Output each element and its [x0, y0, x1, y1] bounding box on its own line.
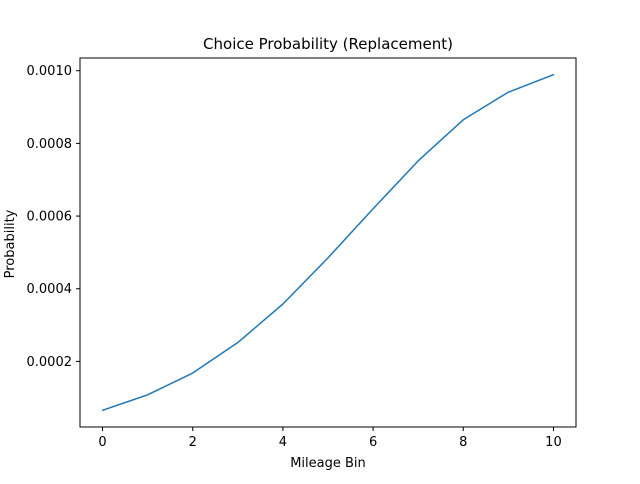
x-tick-label: 8	[459, 435, 467, 450]
series-line-0	[101, 73, 555, 412]
x-tick-label: 0	[98, 435, 106, 450]
y-axis-label: Probability	[3, 209, 18, 278]
plot-area: 0 2 4 6 8 10 0.0002 0.0004 0.0006 0.0008 0.0010	[27, 57, 577, 450]
x-tick-label: 2	[189, 435, 197, 450]
y-tick-label: 0.0004	[27, 282, 73, 297]
y-tick-label: 0.0002	[27, 355, 73, 370]
y-tick-label: 0.0006	[27, 210, 73, 225]
y-tick-label: 0.0008	[27, 137, 73, 152]
x-tick-label: 10	[545, 435, 562, 450]
x-tick-label: 6	[369, 435, 377, 450]
plot-frame	[79, 57, 577, 428]
x-axis-label: Mileage Bin	[290, 456, 366, 471]
chart-title: Choice Probability (Replacement)	[203, 35, 453, 53]
y-tick-label: 0.0010	[27, 64, 73, 79]
x-tick-label: 4	[279, 435, 287, 450]
